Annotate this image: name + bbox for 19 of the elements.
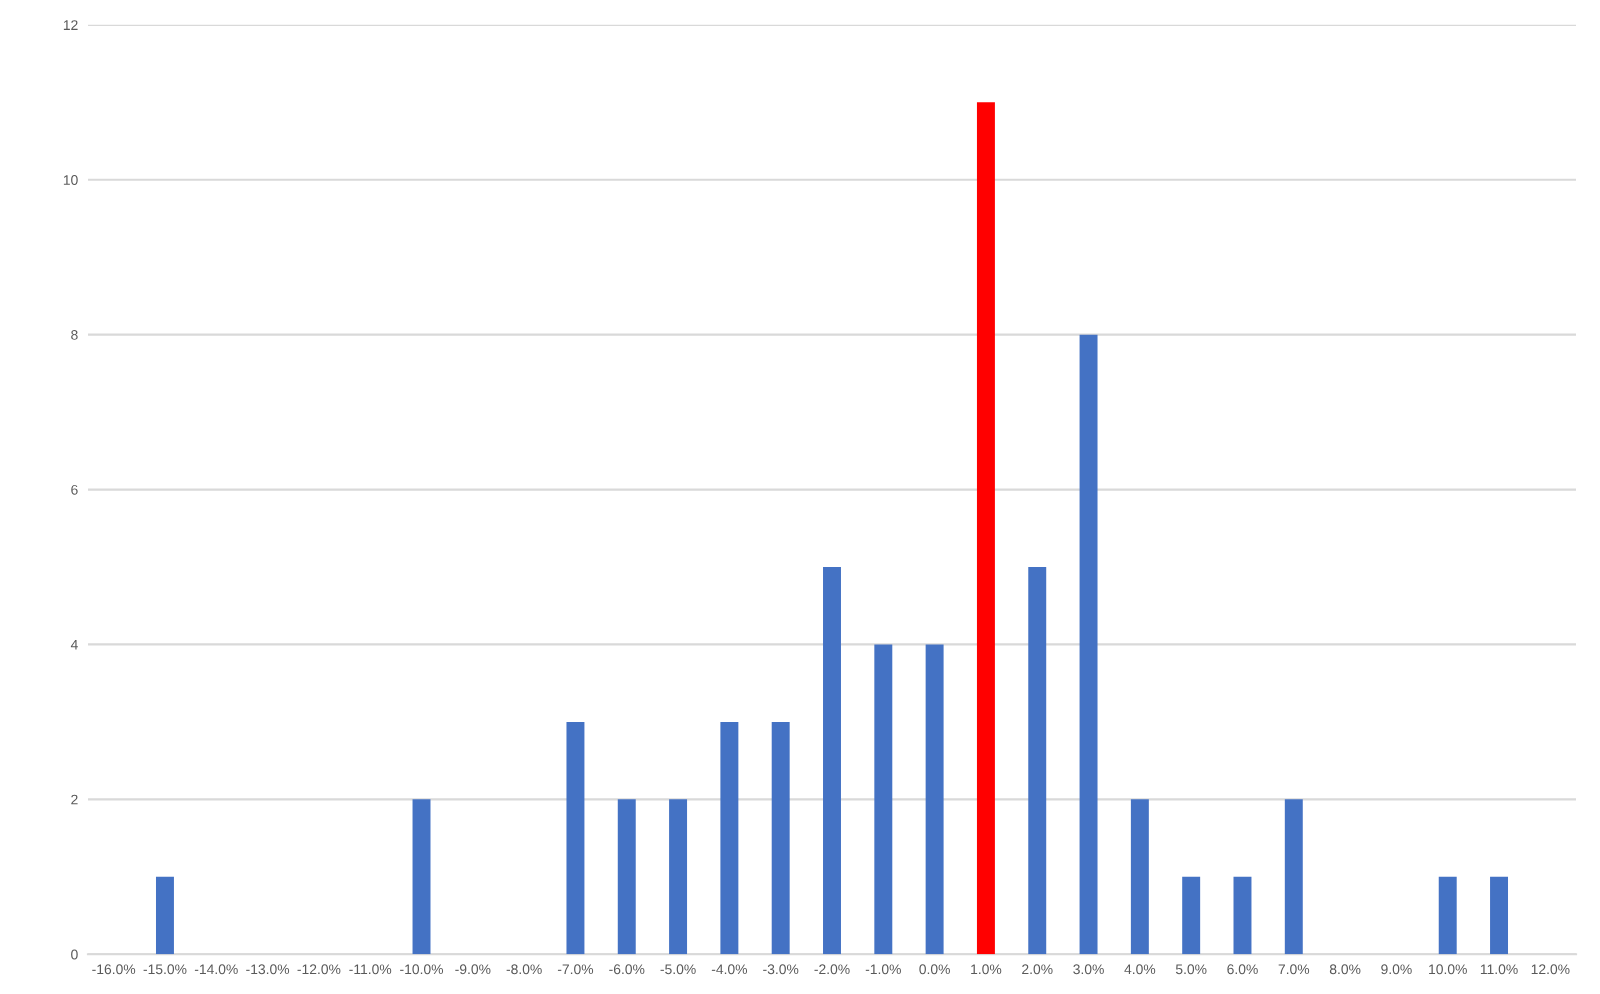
bar (155, 876, 174, 955)
bar (1284, 799, 1303, 955)
bar (1079, 334, 1098, 955)
bar (1130, 799, 1149, 955)
bar (566, 721, 585, 955)
bar (1182, 876, 1201, 955)
bar (976, 102, 995, 955)
bar (1233, 876, 1252, 955)
bar (771, 721, 790, 955)
bar (823, 566, 841, 955)
bar (925, 644, 944, 955)
bar (412, 799, 431, 955)
bar (720, 721, 739, 955)
bar (1490, 876, 1509, 955)
bar (617, 799, 636, 955)
bar (1438, 876, 1457, 955)
bar (874, 644, 893, 955)
bar (1028, 566, 1047, 955)
bar (669, 799, 688, 955)
